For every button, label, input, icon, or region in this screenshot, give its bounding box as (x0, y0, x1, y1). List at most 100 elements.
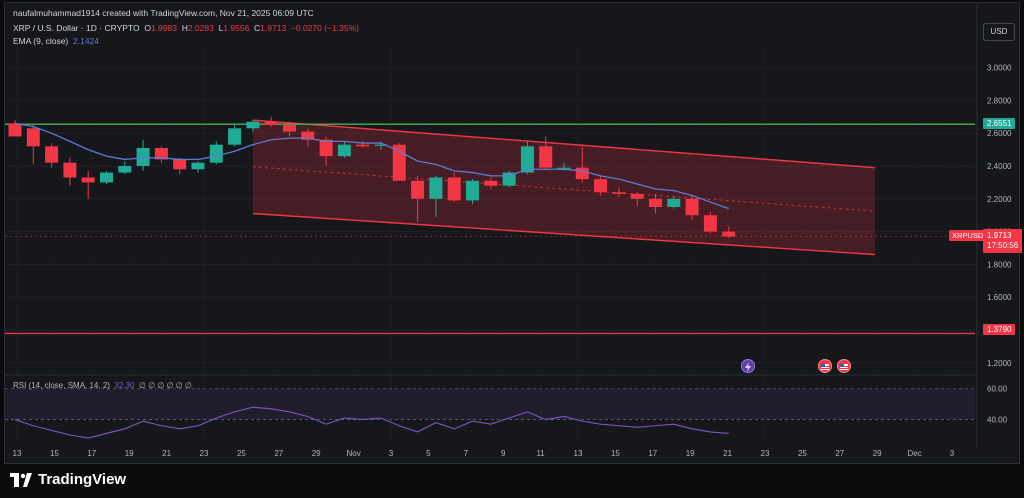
candle-body (136, 147, 150, 166)
rsi-value: 32.30 (114, 381, 135, 390)
last-price-value: 1.9713 (987, 231, 1012, 240)
time-tick-label: 17 (648, 449, 657, 458)
symbol-price-tag: XRPUSD (949, 230, 987, 241)
price-tick-label: 2.4000 (987, 162, 1012, 171)
symbol-legend[interactable]: XRP / U.S. Dollar · 1D · CRYPTO O1.9983 … (13, 23, 359, 33)
support-price-tag: 1.3790 (983, 324, 1016, 335)
candle-body (575, 167, 589, 180)
close-value: 1.9713 (260, 23, 287, 33)
candle-body (374, 144, 388, 146)
rsi-band (5, 388, 975, 420)
price-tick-label: 2.8000 (987, 96, 1012, 105)
ema-value: 2.1424 (73, 36, 100, 46)
us-flag-event-icon[interactable] (818, 359, 832, 373)
candle-body (356, 144, 370, 147)
change-value: −0.0270 (−1.35%) (290, 23, 359, 33)
time-tick-label: 29 (873, 449, 882, 458)
time-tick-label: 15 (50, 449, 59, 458)
time-tick-label: 7 (464, 449, 469, 458)
ema-label: EMA (9, close) (13, 36, 69, 46)
time-tick-label: 23 (200, 449, 209, 458)
time-tick-label: 17 (87, 449, 96, 458)
time-tick-label: 5 (426, 449, 431, 458)
time-tick-label: 23 (761, 449, 770, 458)
candle-body (81, 177, 95, 183)
time-tick-label: 13 (574, 449, 583, 458)
candle-body (557, 167, 571, 169)
rsi-label: RSI (14, close, SMA, 14, 2) (13, 381, 110, 390)
time-tick-label: 13 (13, 449, 22, 458)
time-tick-label: 27 (835, 449, 844, 458)
time-tick-label: 25 (798, 449, 807, 458)
candle-body (612, 192, 626, 194)
candle-body (649, 198, 662, 207)
candle-body (264, 121, 278, 125)
candle-body (411, 180, 425, 199)
price-tick-label: 1.2000 (987, 359, 1012, 368)
ema-legend[interactable]: EMA (9, close) 2.1424 (13, 36, 99, 46)
candle-body (63, 162, 77, 178)
candle-body (630, 193, 644, 199)
time-tick-label: 11 (536, 449, 545, 458)
lightning-event-icon[interactable] (741, 359, 755, 373)
candle-body (100, 172, 113, 183)
price-tick-label: 3.0000 (987, 64, 1012, 73)
candle-body (301, 131, 315, 140)
price-tick-label: 1.6000 (987, 293, 1012, 302)
price-axis: 3.00002.80002.60002.40002.20002.00001.80… (976, 3, 1012, 448)
candle-body (319, 139, 333, 157)
time-tick-label: Dec (907, 449, 921, 458)
time-tick-label: 27 (274, 449, 283, 458)
channel-fill (252, 120, 876, 255)
rsi-pane: 60.00 40.00 (5, 374, 1008, 439)
price-tick-label: 2.2000 (987, 195, 1012, 204)
price-tick-label: 1.8000 (987, 260, 1012, 269)
time-tick-label: 25 (237, 449, 246, 458)
time-tick-label: 21 (162, 449, 171, 458)
open-value: 1.9983 (150, 23, 177, 33)
grid (5, 43, 975, 443)
tradingview-logo[interactable]: TradingView (10, 471, 126, 488)
candle-body (228, 128, 242, 145)
candle-body (667, 198, 681, 207)
channel-mid-line (252, 166, 876, 212)
bar-countdown: 17:50:56 (987, 241, 1019, 250)
descending-channel (252, 119, 876, 256)
time-tick-label: 3 (950, 449, 955, 458)
candle-body (118, 166, 132, 173)
tradingview-logo-icon (10, 472, 32, 487)
candle-body (8, 123, 22, 137)
candle-body (429, 177, 443, 199)
time-tick-label: 15 (611, 449, 620, 458)
resistance-price-tag: 2.6551 (983, 118, 1016, 129)
candle-body (594, 179, 608, 193)
time-tick-label: 19 (125, 449, 134, 458)
chart-panel: 60.00 40.00 3.0000 2.8000 2.6000 2.4000 2.200… (4, 2, 1023, 464)
channel-lower-line (252, 212, 876, 256)
candle-body (337, 144, 351, 157)
rsi-placeholders: ∅ ∅ ∅ ∅ ∅ ∅ (138, 381, 192, 390)
high-value: 2.0283 (187, 23, 214, 33)
horizontal-lines (5, 123, 975, 335)
rsi-level-label: 40.00 (987, 416, 1008, 425)
footer: TradingView (0, 464, 1024, 498)
candle-body (154, 147, 168, 160)
time-tick-label: 21 (723, 449, 732, 458)
channel-upper-line (252, 119, 876, 169)
candle-body (392, 144, 406, 181)
price-chart[interactable]: 60.00 40.00 3.0000 2.8000 2.6000 2.4000 2.200… (5, 3, 1019, 463)
rsi-legend[interactable]: RSI (14, close, SMA, 14, 2) 32.30 ∅ ∅ ∅ … (13, 381, 192, 390)
rsi-level-label: 60.00 (987, 385, 1008, 394)
ema-line (14, 122, 729, 210)
candle-body (246, 121, 260, 129)
currency-button[interactable]: USD (983, 23, 1015, 41)
low-value: 1.9556 (223, 23, 250, 33)
us-flag-event-icon-2[interactable] (837, 359, 851, 373)
time-axis: 13 15 17 19 21 23 25 27 29 Nov 3 5 7 9 11 13 15 17 19 21 23 2… (13, 449, 955, 458)
price-tick-label: 2.6000 (987, 129, 1012, 138)
candle-body (283, 125, 296, 132)
time-tick-label: 19 (686, 449, 695, 458)
ema-polyline (14, 122, 729, 210)
candle-body (539, 146, 553, 168)
